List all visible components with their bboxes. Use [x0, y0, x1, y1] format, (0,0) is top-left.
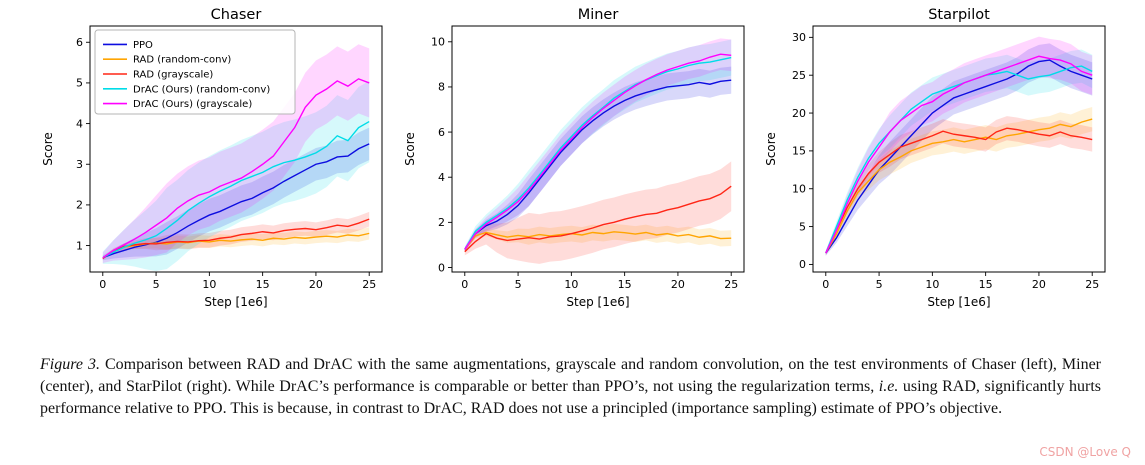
band-rad-random-conv — [102, 227, 370, 259]
x-tick-label: 15 — [979, 278, 993, 291]
y-tick-label: 3 — [76, 158, 83, 171]
caption-part: using RAD, significantly hurts performan… — [40, 378, 1101, 418]
x-tick-label: 0 — [822, 278, 829, 291]
x-tick-label: 5 — [153, 278, 160, 291]
y-tick-label: 5 — [76, 77, 83, 90]
y-tick-label: 2 — [438, 216, 445, 229]
line-rad-grayscale — [102, 218, 370, 260]
legend-label: PPO — [133, 40, 153, 51]
y-tick-label: 20 — [792, 107, 806, 120]
x-tick-label: 15 — [256, 278, 270, 291]
legend-label: RAD (random-conv) — [133, 55, 231, 66]
y-tick-label: 4 — [76, 117, 83, 130]
plot-chaser: 1 2 3 4 5 6 0 5 10 15 20 25 Chaser Step [1e6] Score PPO… — [41, 7, 383, 309]
band-drac-ours-random-conv — [102, 80, 370, 271]
y-tick-label: 30 — [792, 31, 806, 44]
band-ppo — [464, 66, 731, 252]
x-tick-label: 15 — [617, 278, 631, 291]
band-drac-ours-grayscale — [464, 38, 731, 252]
caption-part: Comparison between RAD and DrAC with the… — [40, 356, 1101, 396]
x-tick-label: 10 — [925, 278, 939, 291]
chart-chaser: 1 2 3 4 5 6 0 5 10 15 20 25 Chaser Step [1e6] Score PPO… — [38, 6, 388, 324]
line-ppo — [825, 59, 1093, 254]
chart-title: Starpilot — [928, 7, 990, 23]
chart-starpilot: 0 5 10 15 20 25 30 0 5 10 15 20 25 Starpilot Step [1e6… — [761, 6, 1111, 324]
chart-title: Chaser — [211, 7, 262, 23]
x-tick-label: 5 — [876, 278, 883, 291]
figure-3: 1 2 3 4 5 6 0 5 10 15 20 25 Chaser Step [1e6] Score PPO… — [38, 6, 1131, 459]
y-axis-label: Score — [41, 132, 55, 166]
line-rad-grayscale — [825, 127, 1093, 254]
x-tick-label: 20 — [1032, 278, 1046, 291]
y-axis-label: Score — [764, 132, 778, 166]
caption-part: i.e. — [878, 378, 899, 396]
y-tick-label: 0 — [799, 258, 806, 271]
x-tick-label: 0 — [461, 278, 468, 291]
band-drac-ours-random-conv — [464, 39, 731, 253]
charts-row: 1 2 3 4 5 6 0 5 10 15 20 25 Chaser Step [1e6] Score PPO… — [38, 6, 1111, 324]
band-rad-grayscale — [825, 116, 1093, 255]
x-tick-label: 10 — [564, 278, 578, 291]
y-tick-label: 1 — [76, 239, 83, 252]
x-tick-label: 20 — [309, 278, 323, 291]
caption-part: Figure 3. — [40, 356, 100, 373]
y-tick-label: 15 — [792, 145, 806, 158]
y-tick-label: 5 — [799, 220, 806, 233]
y-tick-label: 2 — [76, 199, 83, 212]
line-drac-ours-grayscale — [825, 55, 1093, 254]
x-tick-label: 5 — [514, 278, 521, 291]
x-tick-label: 20 — [670, 278, 684, 291]
legend-label: RAD (grayscale) — [133, 70, 213, 81]
chart-title: Miner — [577, 7, 618, 23]
y-tick-label: 0 — [438, 261, 445, 274]
x-tick-label: 25 — [724, 278, 738, 291]
chart-miner: 0 2 4 6 8 10 0 5 10 15 20 25 Miner Step [1e6] Score — [400, 6, 750, 324]
watermark: CSDN @Love Q — [1039, 445, 1131, 459]
line-drac-ours-random-conv — [102, 120, 370, 259]
x-tick-label: 25 — [362, 278, 376, 291]
plot-miner: 0 2 4 6 8 10 0 5 10 15 20 25 Miner Step [1e6] Score — [403, 7, 744, 309]
x-axis-label: Step [1e6] — [927, 295, 990, 309]
x-axis-label: Step [1e6] — [566, 295, 629, 309]
plot-starpilot: 0 5 10 15 20 25 30 0 5 10 15 20 25 Starpilot Step [1e6… — [764, 7, 1106, 309]
y-tick-label: 10 — [792, 183, 806, 196]
legend-label: DrAC (Ours) (random-conv) — [133, 84, 270, 95]
y-tick-label: 6 — [438, 126, 445, 139]
line-drac-ours-random-conv — [463, 56, 731, 250]
x-tick-label: 10 — [202, 278, 216, 291]
line-rad-random-conv — [463, 231, 731, 250]
band-rad-random-conv — [825, 106, 1093, 255]
band-rad-random-conv — [464, 223, 731, 251]
x-axis-label: Step [1e6] — [204, 295, 267, 309]
band-drac-ours-grayscale — [102, 44, 370, 263]
line-drac-ours-grayscale — [463, 53, 731, 250]
y-tick-label: 8 — [438, 81, 445, 94]
x-tick-label: 25 — [1085, 278, 1099, 291]
y-tick-label: 25 — [792, 69, 806, 82]
line-rad-random-conv — [825, 118, 1093, 254]
x-tick-label: 0 — [99, 278, 106, 291]
line-drac-ours-random-conv — [825, 65, 1093, 254]
y-tick-label: 4 — [438, 171, 445, 184]
line-ppo — [463, 79, 731, 250]
line-rad-grayscale — [463, 185, 732, 253]
figure-caption: Figure 3. Comparison between RAD and DrA… — [40, 354, 1101, 420]
line-drac-ours-grayscale — [102, 78, 370, 259]
y-tick-label: 6 — [76, 36, 83, 49]
y-axis-label: Score — [403, 132, 417, 166]
legend-box — [94, 29, 296, 115]
legend-label: DrAC (Ours) (grayscale) — [133, 99, 252, 110]
y-tick-label: 10 — [431, 36, 445, 49]
